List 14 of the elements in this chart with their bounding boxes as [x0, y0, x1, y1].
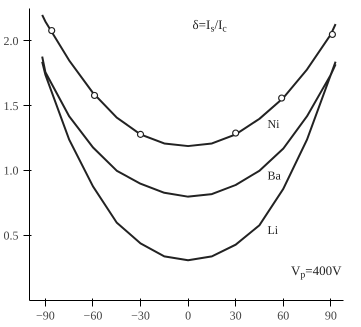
- x-tick-label: 0: [185, 308, 192, 322]
- x-tick-label: 90: [324, 308, 337, 322]
- series-label: Ba: [267, 168, 282, 183]
- x-tick-label: −60: [84, 308, 102, 322]
- y-tick-label: 0.5: [4, 228, 18, 243]
- x-tick-label: −90: [36, 308, 55, 322]
- series-label: Li: [267, 223, 279, 238]
- x-tick-label: 30: [230, 308, 242, 322]
- y-tick-label: 1.0: [4, 164, 18, 178]
- x-tick-label: 60: [277, 308, 290, 322]
- y-tick-label: 1.5: [4, 98, 18, 113]
- y-tick-label: 2.0: [4, 34, 18, 48]
- x-tick-label: −30: [131, 308, 150, 322]
- series-label: Ni: [267, 116, 280, 131]
